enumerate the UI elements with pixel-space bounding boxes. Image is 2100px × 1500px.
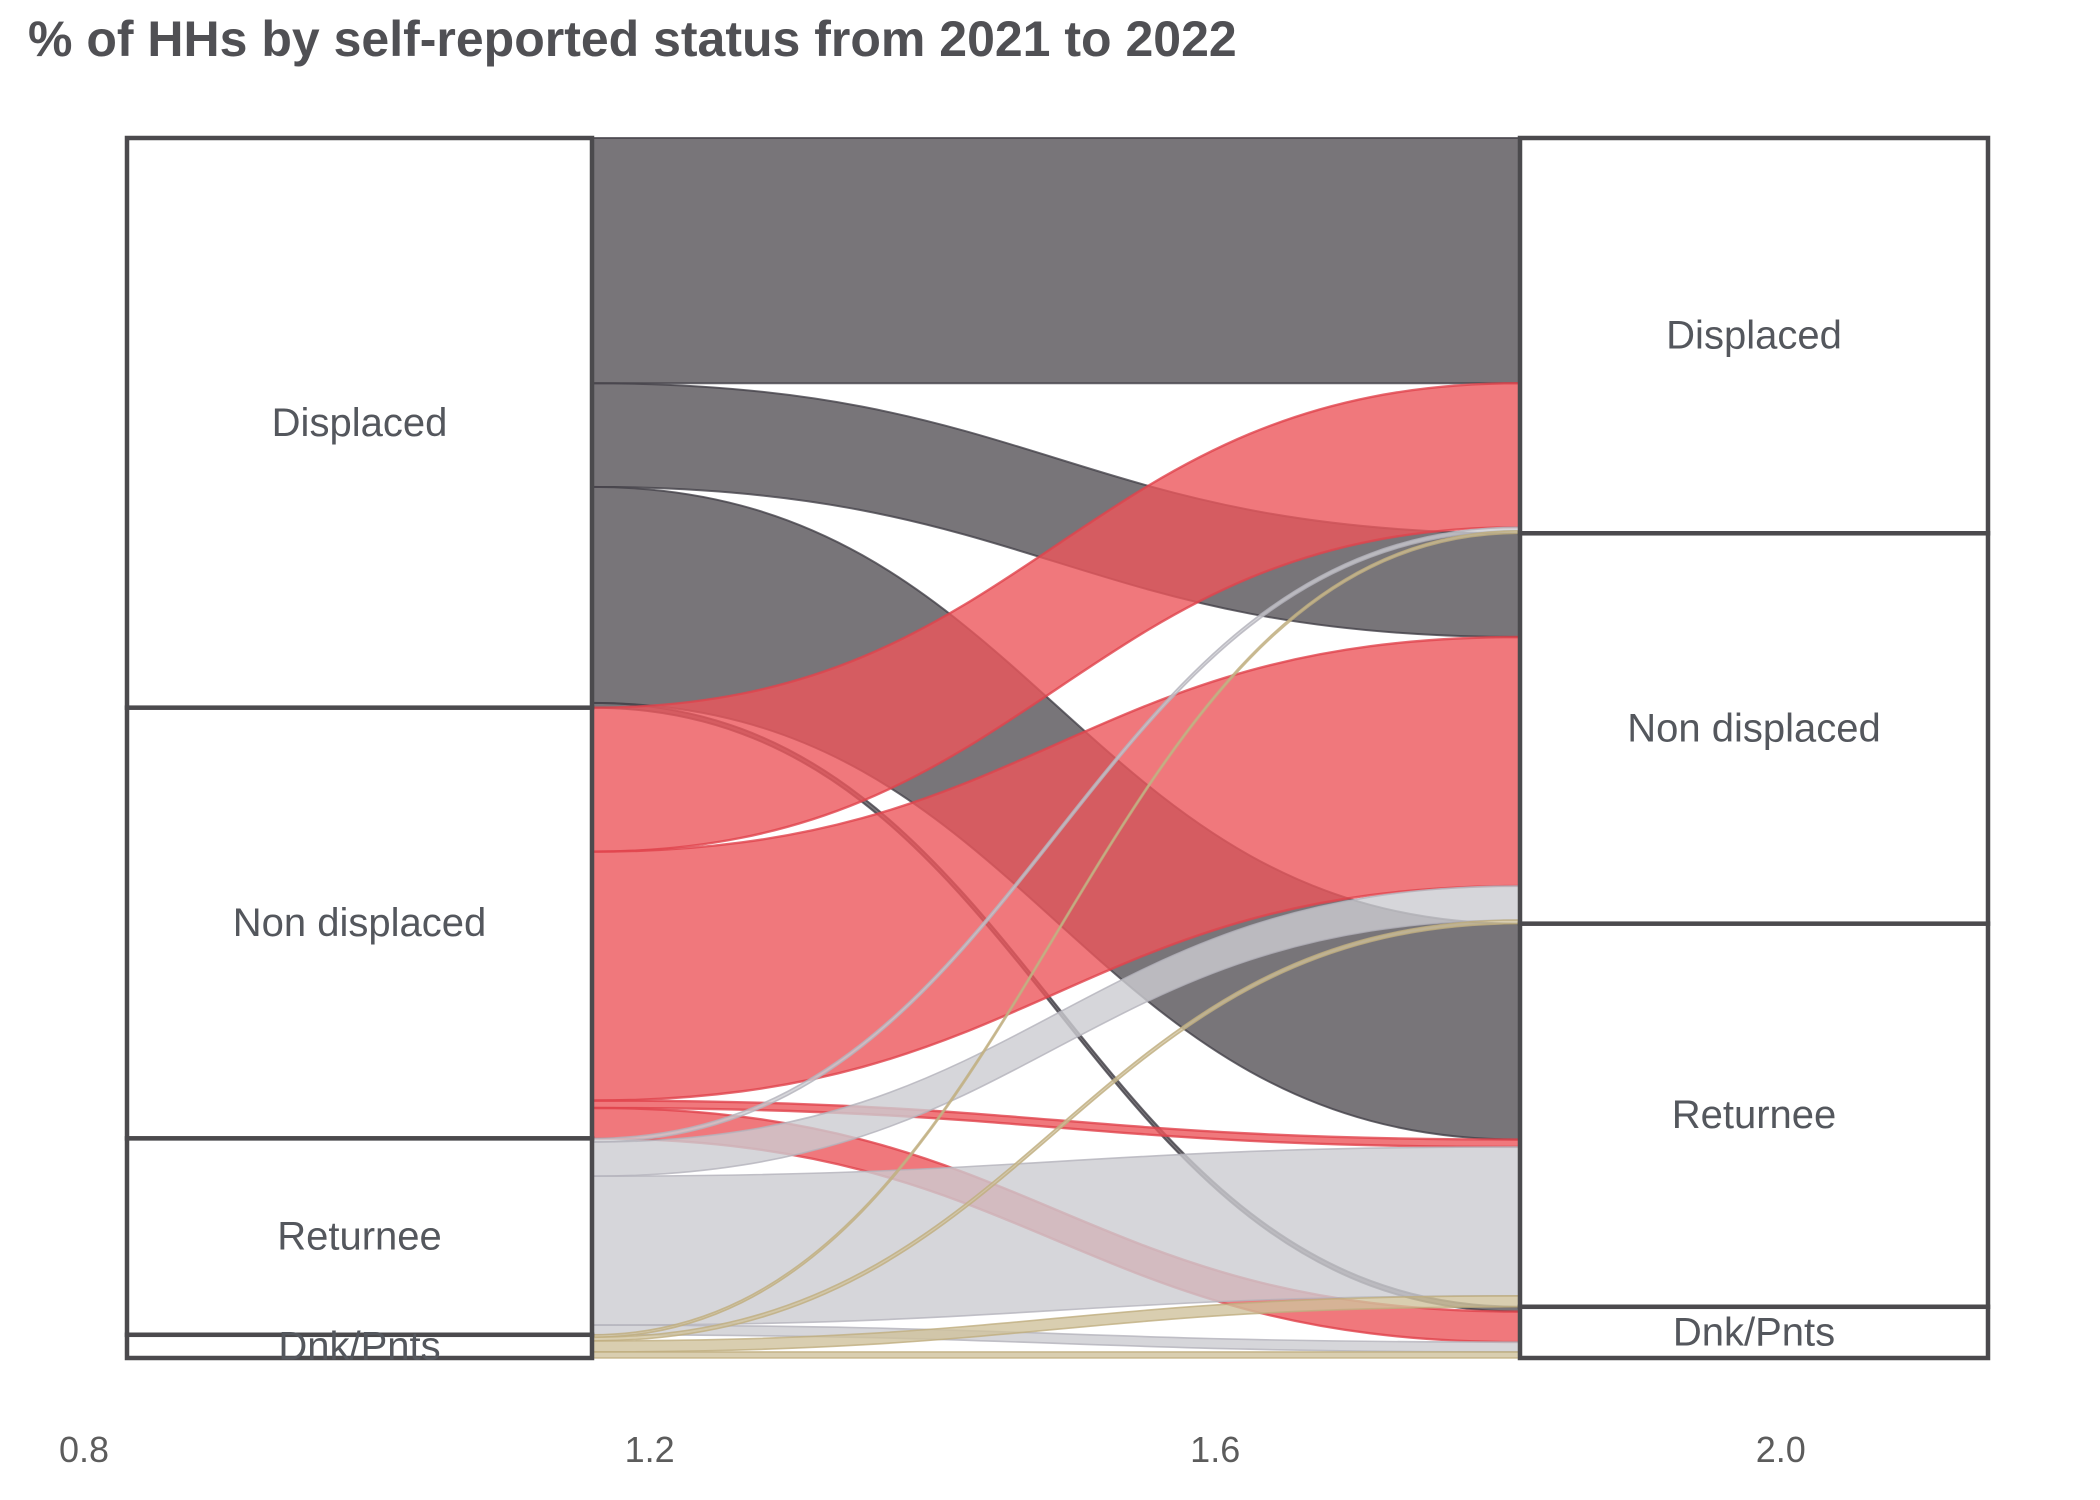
stratum-2022-dnk-pnts <box>1517 1304 1991 1361</box>
stratum-2021-dnk-pnts <box>124 1332 595 1361</box>
x-axis-tick-1-6: 1.6 <box>1190 1429 1240 1470</box>
stratum-label-2022-non-displaced: Non displaced <box>1627 707 1881 751</box>
flow-dnk-pnts-to-dnk-pnts <box>591 1351 1521 1359</box>
x-axis-tick-2-0: 2.0 <box>1756 1429 1806 1470</box>
stratum-label-2021-dnk-pnts: Dnk/Pnts <box>278 1324 440 1368</box>
stratum-2022-returnee <box>1517 921 1991 1310</box>
x-axis-tick-1-2: 1.2 <box>625 1429 675 1470</box>
stratum-2021-returnee <box>124 1136 595 1338</box>
stratum-label-2022-returnee: Returnee <box>1672 1093 1837 1137</box>
stratum-label-2022-displaced: Displaced <box>1666 314 1842 358</box>
stratum-label-2022-dnk-pnts: Dnk/Pnts <box>1673 1310 1835 1354</box>
stratum-2021-displaced <box>124 135 595 710</box>
stratum-label-2021-displaced: Displaced <box>272 401 448 445</box>
stratum-2022-displaced <box>1517 135 1991 536</box>
stratum-label-2021-non-displaced: Non displaced <box>233 901 487 945</box>
stratum-label-2021-returnee: Returnee <box>277 1215 442 1259</box>
stratum-2021-non-displaced <box>124 705 595 1141</box>
flow-displaced-to-displaced <box>591 136 1521 385</box>
x-axis-tick-0-8: 0.8 <box>59 1429 109 1470</box>
stratum-2022-non-displaced <box>1517 531 1991 926</box>
chart-title: % of HHs by self-reported status from 20… <box>28 11 1237 67</box>
